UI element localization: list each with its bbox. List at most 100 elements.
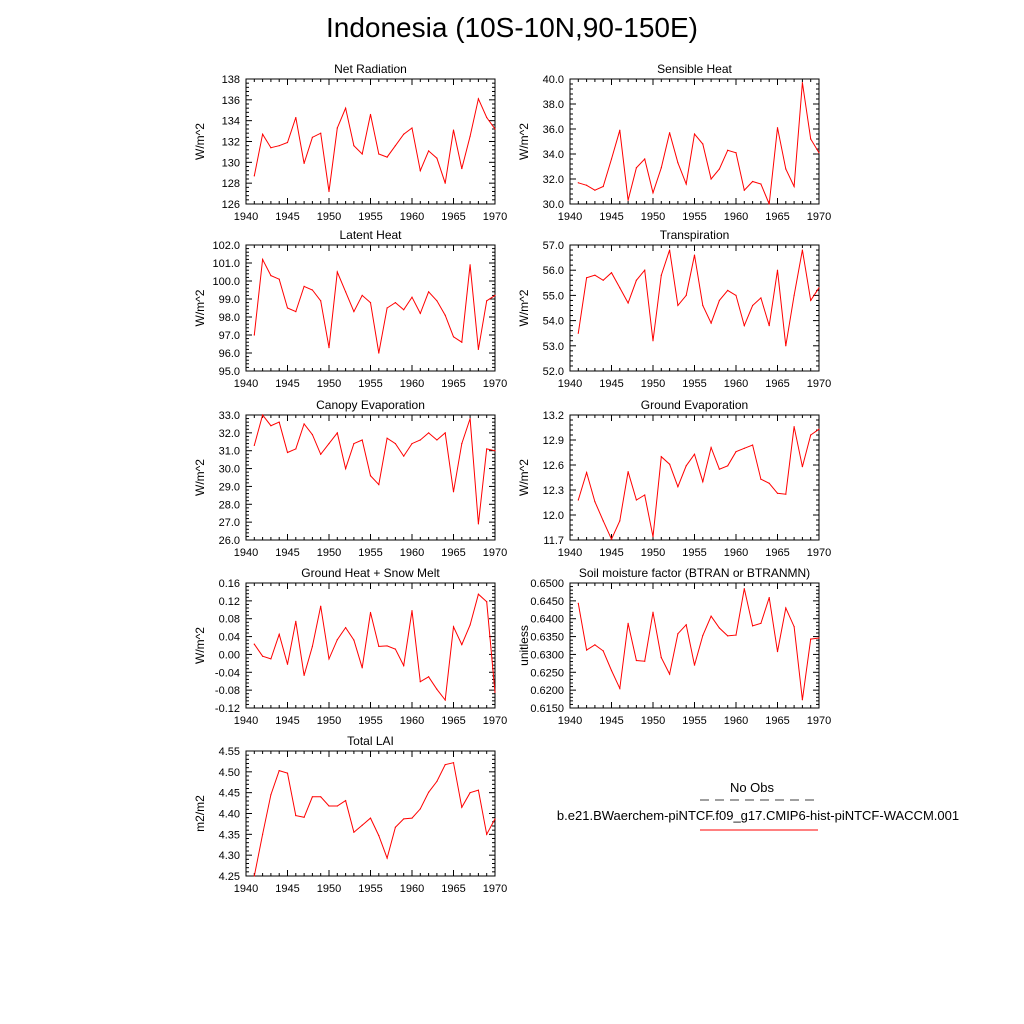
x-tick-label: 1955 xyxy=(358,211,382,223)
data-point xyxy=(278,769,280,772)
x-tick-label: 1945 xyxy=(599,715,623,727)
data-point xyxy=(278,145,280,147)
x-tick-label: 1945 xyxy=(599,211,623,223)
data-point xyxy=(494,450,496,452)
y-tick-label: 52.0 xyxy=(543,366,564,378)
x-tick-label: 1960 xyxy=(400,715,424,727)
y-tick-label: 31.0 xyxy=(219,446,240,458)
data-point xyxy=(419,808,421,810)
y-tick-label: 26.0 xyxy=(219,535,240,547)
data-point xyxy=(328,347,330,349)
y-tick-label: 4.50 xyxy=(219,767,240,779)
data-point xyxy=(311,136,313,138)
data-point xyxy=(810,138,812,140)
y-tick-label: 13.2 xyxy=(543,410,564,422)
y-tick-label: 4.40 xyxy=(219,809,240,821)
data-point xyxy=(428,676,430,678)
y-tick-label: 97.0 xyxy=(219,330,240,342)
data-point xyxy=(270,658,272,660)
legend: No Obs b.e21.BWaerchem-piNTCF.f09_g17.CM… xyxy=(557,780,959,831)
y-tick-label: 0.16 xyxy=(219,578,240,590)
x-tick-label: 1940 xyxy=(558,715,582,727)
plot-frame xyxy=(245,244,496,372)
data-point xyxy=(469,624,471,626)
y-tick-label: 0.6200 xyxy=(530,685,564,697)
series-line xyxy=(253,97,496,192)
data-point xyxy=(619,287,621,289)
data-point xyxy=(411,817,413,819)
y-tick-label: 30.0 xyxy=(219,464,240,476)
y-tick-label: 136 xyxy=(222,95,240,107)
data-point xyxy=(461,442,463,445)
x-tick-label: 1965 xyxy=(765,378,789,390)
data-point xyxy=(610,158,613,160)
data-point xyxy=(328,442,330,445)
y-tick-label: 12.3 xyxy=(543,485,564,497)
y-tick-label: 101.0 xyxy=(212,258,240,270)
y-tick-label: 128 xyxy=(222,178,240,190)
data-point xyxy=(403,455,405,457)
data-point xyxy=(270,147,272,149)
x-tick-label: 1970 xyxy=(483,715,507,727)
data-point xyxy=(702,143,704,145)
data-point xyxy=(386,156,388,158)
data-point xyxy=(644,660,646,662)
data-point xyxy=(660,167,662,169)
y-axis-label: W/m^2 xyxy=(193,123,207,160)
data-point xyxy=(669,463,671,465)
data-point xyxy=(685,465,687,467)
data-point xyxy=(760,183,762,185)
x-tick-label: 1970 xyxy=(807,211,831,223)
panel-net-radiation: Net Radiation W/m^2 1940 1945 1950 1955 1960 19… xyxy=(193,62,507,223)
data-point xyxy=(801,699,804,701)
y-tick-label: 33.0 xyxy=(219,410,240,422)
data-point xyxy=(361,824,363,826)
data-point xyxy=(586,649,588,651)
data-point xyxy=(278,633,280,635)
data-point xyxy=(735,451,737,453)
data-point xyxy=(353,442,355,445)
data-point xyxy=(644,158,646,160)
plot-frame xyxy=(245,750,496,877)
data-point xyxy=(776,650,779,653)
y-tick-label: 99.0 xyxy=(219,294,240,306)
panel-title: Soil moisture factor (BTRAN or BTRANMN) xyxy=(579,566,810,580)
data-point xyxy=(727,635,729,637)
data-point xyxy=(776,492,779,494)
data-point xyxy=(486,448,488,450)
data-point xyxy=(486,300,488,302)
data-point xyxy=(436,157,438,159)
panel-transpiration: Transpiration W/m^2 1940 1945 1950 1955 1960 19… xyxy=(517,228,831,390)
data-point xyxy=(353,639,355,641)
data-point xyxy=(785,345,787,347)
data-point xyxy=(419,681,421,683)
x-tick-label: 1950 xyxy=(641,715,665,727)
x-tick-label: 1970 xyxy=(807,547,831,559)
y-tick-label: 126 xyxy=(222,199,240,211)
data-point xyxy=(303,674,305,677)
data-point xyxy=(419,170,421,172)
y-tick-label: 0.6150 xyxy=(530,703,564,715)
data-point xyxy=(627,471,629,473)
data-point xyxy=(635,167,638,169)
data-point xyxy=(394,302,396,304)
x-tick-label: 1965 xyxy=(441,883,465,895)
y-tick-label: 32.0 xyxy=(543,174,564,186)
y-tick-label: 98.0 xyxy=(219,312,240,324)
y-tick-label: 38.0 xyxy=(543,99,564,111)
data-point xyxy=(303,423,305,425)
y-tick-label: 56.0 xyxy=(543,265,564,277)
data-point xyxy=(428,150,430,152)
data-point xyxy=(386,437,388,439)
data-point xyxy=(776,127,779,129)
y-tick-label: 34.0 xyxy=(543,149,564,161)
y-tick-label: 53.0 xyxy=(543,341,564,353)
y-tick-label: 0.6450 xyxy=(530,596,564,608)
data-point xyxy=(710,178,712,180)
panel-total-lai: Total LAI m2/m2 1940 1945 1950 1955 1960 1965 19… xyxy=(193,734,507,895)
y-tick-label: 0.6500 xyxy=(530,578,564,590)
data-point xyxy=(727,289,729,291)
data-point xyxy=(768,597,770,599)
data-point xyxy=(586,277,588,279)
data-point xyxy=(378,645,380,647)
